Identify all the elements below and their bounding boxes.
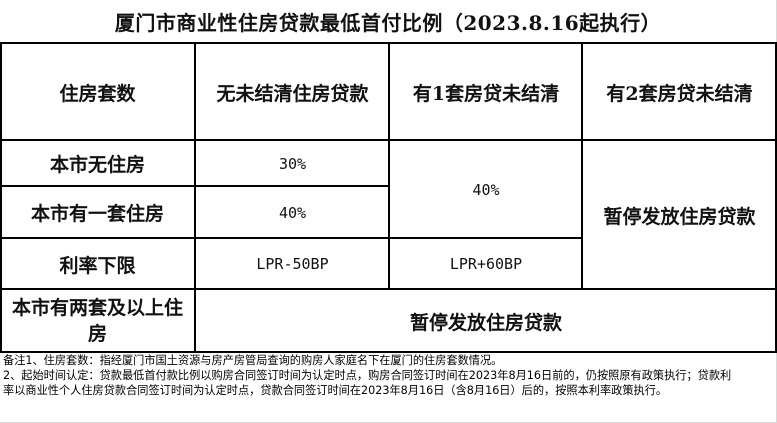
cell-one-house-no-loan: 40% xyxy=(278,203,307,222)
cell-two-plus-houses-suspended: 暂停发放住房贷款 xyxy=(409,311,562,334)
cell-two-loans-suspended: 暂停发放住房贷款 xyxy=(603,205,756,228)
table-left-border xyxy=(0,42,2,353)
cell-one-loan-down-payment: 40% xyxy=(472,180,500,199)
row2-bottom-border xyxy=(0,237,582,239)
footnote-1: 备注1、住房套数：指经厦门市国土资源与房产房管局查询的购房人家庭名下在厦门的住房… xyxy=(3,354,503,367)
header-two-outstanding-loans: 有2套房贷未结清 xyxy=(606,82,753,105)
row-label-rate-floor: 利率下限 xyxy=(59,254,136,277)
col1-divider xyxy=(194,42,196,353)
page-title: 厦门市商业性住房贷款最低首付比例（2023.8.16起执行） xyxy=(114,11,662,35)
row-label-no-house: 本市无住房 xyxy=(49,154,145,176)
col3-divider xyxy=(581,42,583,290)
table-bottom-border xyxy=(0,351,776,353)
header-no-outstanding-loan: 无未结清住房贷款 xyxy=(216,82,369,105)
header-one-outstanding-loan: 有1套房贷未结清 xyxy=(412,82,560,105)
footnotes: 备注1、住房套数：指经厦门市国土资源与房产房管局查询的购房人家庭名下在厦门的住房… xyxy=(3,353,775,398)
table-right-border xyxy=(775,42,777,353)
cell-no-house-no-loan: 30% xyxy=(278,154,307,173)
header-housing-count: 住房套数 xyxy=(59,82,136,105)
col2-divider xyxy=(388,42,390,290)
footnote-2: 2、起始时间认定：贷款最低首付款比例以购房合同签订时间为认定时点，购房合同签订时… xyxy=(3,369,732,382)
footnote-3: 率以商业性个人住房贷款合同签订时间为认定时点，贷款合同签订时间在2023年8月1… xyxy=(3,384,668,397)
cell-rate-floor-one-loan: LPR+60BP xyxy=(449,255,523,273)
cell-rate-floor-no-loan: LPR-50BP xyxy=(256,255,329,273)
row-label-two-plus-houses: 本市有两套及以上住房 xyxy=(11,297,183,345)
row-label-one-house: 本市有一套住房 xyxy=(30,203,164,225)
